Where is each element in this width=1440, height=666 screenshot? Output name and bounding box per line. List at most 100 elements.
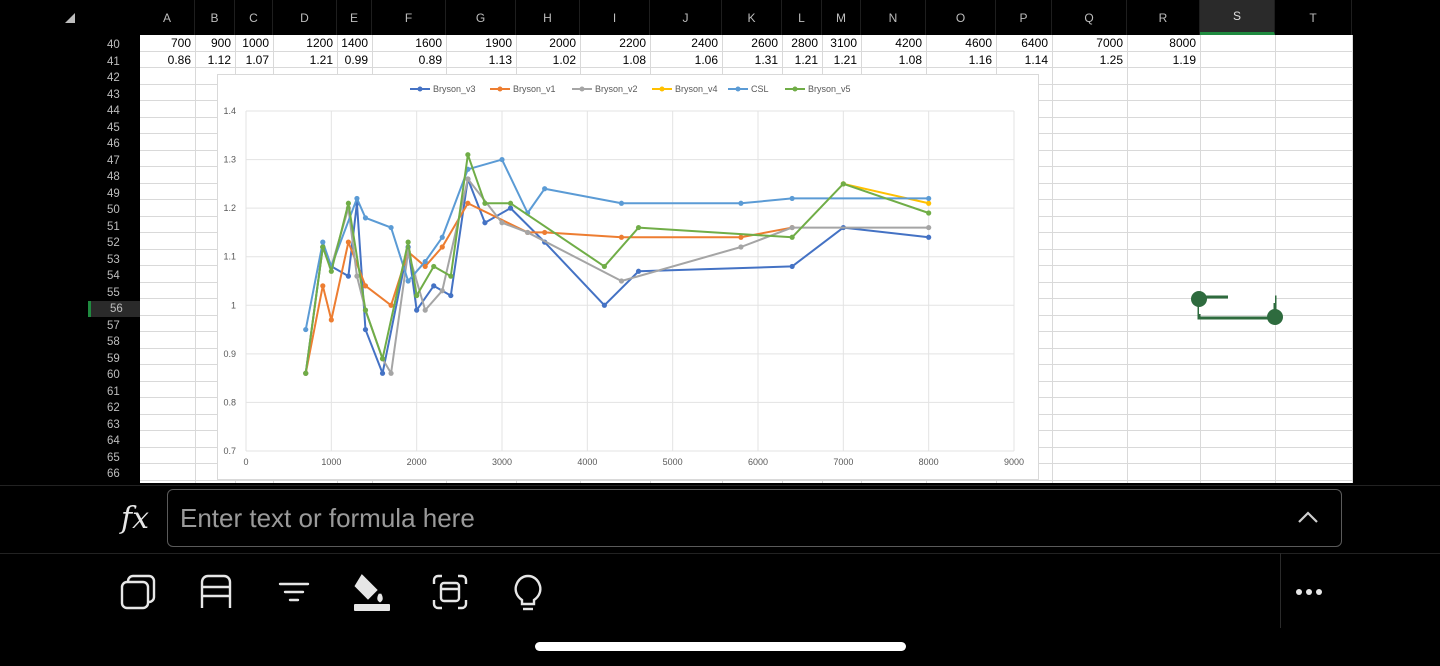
row-header-56[interactable]: 56 bbox=[88, 301, 140, 317]
cell-n40[interactable]: 4200 bbox=[895, 36, 922, 50]
row-header-43[interactable]: 43 bbox=[107, 88, 120, 101]
row-header-62[interactable]: 62 bbox=[107, 402, 120, 414]
column-header-q[interactable]: Q bbox=[1052, 0, 1127, 35]
column-header-e[interactable]: E bbox=[337, 0, 372, 35]
row-header-45[interactable]: 45 bbox=[107, 121, 120, 134]
cell-l40[interactable]: 2800 bbox=[791, 36, 818, 50]
cell-e41[interactable]: 0.99 bbox=[344, 52, 368, 67]
cell-r40[interactable]: 8000 bbox=[1169, 36, 1196, 50]
cell-p41[interactable]: 1.14 bbox=[1024, 52, 1048, 67]
selection-end-handle[interactable] bbox=[1267, 309, 1283, 325]
row-header-60[interactable]: 60 bbox=[107, 369, 120, 381]
selection-start-handle[interactable] bbox=[1191, 291, 1207, 307]
selection-handles[interactable] bbox=[1188, 288, 1288, 332]
cell-b41[interactable]: 1.12 bbox=[207, 52, 231, 67]
column-header-d[interactable]: D bbox=[273, 0, 337, 35]
column-header-j[interactable]: J bbox=[650, 0, 722, 35]
cell-h41[interactable]: 1.02 bbox=[552, 52, 576, 67]
column-header-k[interactable]: K bbox=[722, 0, 782, 35]
cell-h40[interactable]: 2000 bbox=[549, 36, 576, 50]
chevron-up-icon[interactable] bbox=[1297, 510, 1319, 524]
row-header-65[interactable]: 65 bbox=[107, 451, 120, 464]
cell-g40[interactable]: 1900 bbox=[485, 36, 512, 50]
cell-r41[interactable]: 1.19 bbox=[1172, 52, 1196, 67]
column-header-t[interactable]: T bbox=[1275, 0, 1352, 35]
data-point bbox=[439, 244, 445, 250]
row-header-46[interactable]: 46 bbox=[107, 138, 120, 150]
row-header-59[interactable]: 59 bbox=[107, 352, 120, 365]
cell-f40[interactable]: 1600 bbox=[415, 36, 442, 50]
cell-k41[interactable]: 1.31 bbox=[754, 52, 778, 67]
cell-b40[interactable]: 900 bbox=[210, 36, 231, 50]
row-header-51[interactable]: 51 bbox=[107, 220, 120, 233]
column-header-n[interactable]: N bbox=[861, 0, 926, 35]
cell-q41[interactable]: 1.25 bbox=[1099, 52, 1123, 67]
row-header-44[interactable]: 44 bbox=[107, 105, 120, 117]
row-header-40[interactable]: 40 bbox=[107, 39, 120, 51]
line-chart[interactable]: 0.7 0.8 0.9 1 1.1 1.2 1.3 1.4 0 1000 2000 3000 4000 5… bbox=[217, 74, 1039, 480]
cell-a40[interactable]: 700 bbox=[170, 36, 191, 50]
column-header-s[interactable]: S bbox=[1200, 0, 1275, 35]
column-header-l[interactable]: L bbox=[782, 0, 822, 35]
row-header-58[interactable]: 58 bbox=[107, 336, 120, 348]
cell-f41[interactable]: 0.89 bbox=[418, 52, 442, 67]
column-header-i[interactable]: I bbox=[580, 0, 650, 35]
row-header-63[interactable]: 63 bbox=[107, 418, 120, 431]
column-header-f[interactable]: F bbox=[372, 0, 446, 35]
cell-j41[interactable]: 1.06 bbox=[694, 52, 718, 67]
cell-e40[interactable]: 1400 bbox=[341, 36, 368, 50]
cell-n41[interactable]: 1.08 bbox=[898, 52, 922, 67]
column-header-a[interactable]: A bbox=[140, 0, 195, 35]
column-header-m[interactable]: M bbox=[822, 0, 861, 35]
row-header-50[interactable]: 50 bbox=[107, 204, 120, 216]
cell-c40[interactable]: 1000 bbox=[242, 36, 269, 50]
column-header-p[interactable]: P bbox=[996, 0, 1052, 35]
cell-k40[interactable]: 2600 bbox=[751, 36, 778, 50]
row-header-53[interactable]: 53 bbox=[107, 253, 120, 266]
formula-input[interactable]: Enter text or formula here bbox=[167, 489, 1342, 547]
column-header-g[interactable]: G bbox=[446, 0, 516, 35]
fx-icon[interactable]: fx bbox=[120, 501, 150, 536]
filter-icon[interactable] bbox=[272, 570, 316, 614]
cell-d41[interactable]: 1.21 bbox=[309, 52, 333, 67]
row-header-57[interactable]: 57 bbox=[107, 319, 120, 332]
row-header-54[interactable]: 54 bbox=[107, 270, 120, 282]
cell-q40[interactable]: 7000 bbox=[1096, 36, 1123, 50]
row-header-61[interactable]: 61 bbox=[107, 385, 120, 398]
table-icon[interactable] bbox=[194, 570, 238, 614]
column-header-c[interactable]: C bbox=[235, 0, 273, 35]
row-header-66[interactable]: 66 bbox=[107, 468, 120, 480]
column-header-r[interactable]: R bbox=[1127, 0, 1200, 35]
cell-c41[interactable]: 1.07 bbox=[245, 52, 269, 67]
cell-o40[interactable]: 4600 bbox=[965, 36, 992, 50]
row-header-47[interactable]: 47 bbox=[107, 154, 120, 167]
column-header-o[interactable]: O bbox=[926, 0, 996, 35]
row-header-64[interactable]: 64 bbox=[107, 435, 120, 447]
cell-l41[interactable]: 1.21 bbox=[794, 52, 818, 67]
cell-d40[interactable]: 1200 bbox=[306, 36, 333, 50]
column-header-h[interactable]: H bbox=[516, 0, 580, 35]
copy-icon[interactable] bbox=[116, 570, 160, 614]
screen-capture-icon[interactable] bbox=[428, 570, 472, 614]
cell-j40[interactable]: 2400 bbox=[691, 36, 718, 50]
cell-o41[interactable]: 1.16 bbox=[968, 52, 992, 67]
cell-i41[interactable]: 1.08 bbox=[622, 52, 646, 67]
row-header-49[interactable]: 49 bbox=[107, 187, 120, 200]
cell-m41[interactable]: 1.21 bbox=[833, 52, 857, 67]
cell-m40[interactable]: 3100 bbox=[830, 36, 857, 50]
cell-a41[interactable]: 0.86 bbox=[167, 52, 191, 67]
row-header-48[interactable]: 48 bbox=[107, 171, 120, 183]
row-header-55[interactable]: 55 bbox=[107, 286, 120, 299]
more-icon[interactable] bbox=[1287, 570, 1331, 614]
fill-color-icon[interactable] bbox=[350, 570, 394, 614]
lightbulb-icon[interactable] bbox=[506, 570, 550, 614]
cell-g41[interactable]: 1.13 bbox=[488, 52, 512, 67]
row-header-42[interactable]: 42 bbox=[107, 72, 120, 84]
column-header-b[interactable]: B bbox=[195, 0, 235, 35]
select-all-corner[interactable] bbox=[0, 0, 140, 35]
row-header-52[interactable]: 52 bbox=[107, 237, 120, 249]
cell-p40[interactable]: 6400 bbox=[1021, 36, 1048, 50]
row-header-41[interactable]: 41 bbox=[107, 55, 120, 68]
cell-i40[interactable]: 2200 bbox=[619, 36, 646, 50]
